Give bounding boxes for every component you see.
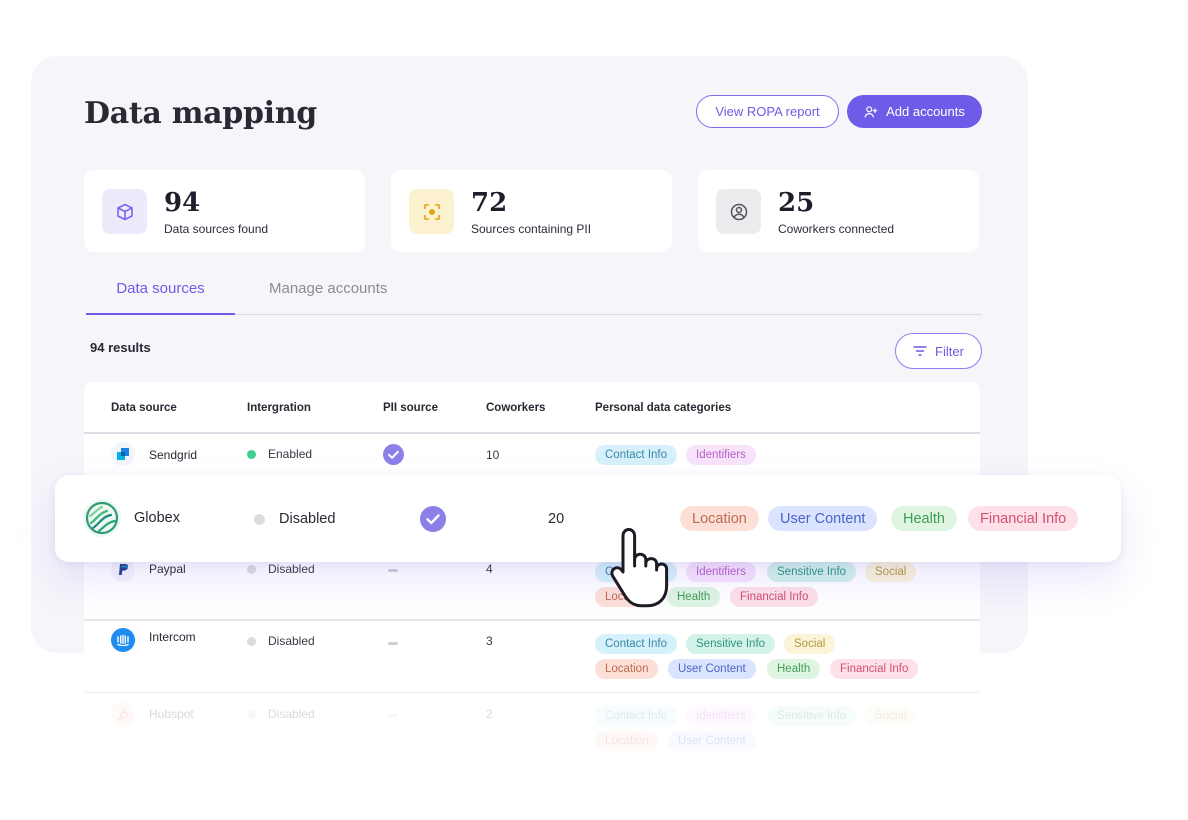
add-accounts-label: Add accounts <box>886 104 965 119</box>
cube-icon <box>102 189 147 234</box>
category-tag: Location <box>680 506 759 531</box>
filter-icon <box>913 346 927 356</box>
column-header-coworkers[interactable]: Coworkers <box>486 402 546 414</box>
category-tag: Sensitive Info <box>767 562 857 582</box>
category-tag: Sensitive Info <box>767 706 857 726</box>
row-integration: Disabled <box>247 634 315 648</box>
integration-status: Disabled <box>268 634 315 648</box>
row-coworkers: 20 <box>548 511 565 527</box>
integration-status: Enabled <box>268 447 313 461</box>
highlighted-row-globex[interactable]: Globex Disabled 20 Location User Content… <box>55 475 1121 562</box>
category-tag: Financial Info <box>730 587 819 607</box>
results-count: 94 results <box>90 340 151 355</box>
category-tag: Identifiers <box>686 445 756 465</box>
stat-label: Coworkers connected <box>778 222 895 236</box>
sendgrid-logo-icon <box>111 442 135 466</box>
tab-manage-accounts[interactable]: Manage accounts <box>269 280 388 297</box>
table-row-faded[interactable]: Hubspot Disabled 2 Contact Info Identifi… <box>84 697 980 757</box>
row-coworkers: 2 <box>486 707 493 721</box>
status-dot <box>254 513 265 525</box>
filter-button[interactable]: Filter <box>895 333 982 369</box>
category-tag: Identifiers <box>686 562 756 582</box>
category-tag: User Content <box>668 659 756 679</box>
category-tag: Social <box>865 562 917 582</box>
category-tag: Health <box>767 659 821 679</box>
category-tag: Location <box>595 731 659 751</box>
row-integration: Enabled <box>247 447 312 461</box>
stat-card-pii: 72 Sources containing PII <box>391 170 672 252</box>
row-coworkers: 3 <box>486 634 493 648</box>
stat-value: 94 <box>164 188 201 218</box>
row-integration: Disabled <box>254 511 335 527</box>
category-tag: Contact Info <box>595 445 678 465</box>
scan-focus-icon <box>409 189 454 234</box>
category-tag: Sensitive Info <box>686 634 776 654</box>
row-source-name: Sendgrid <box>149 448 198 462</box>
row-coworkers: 4 <box>486 562 493 576</box>
stat-card-data-sources: 94 Data sources found <box>84 170 365 252</box>
active-tab-indicator <box>86 313 235 315</box>
row-coworkers: 10 <box>486 448 500 462</box>
stat-card-coworkers: 25 Coworkers connected <box>698 170 979 252</box>
tabs-divider <box>86 314 982 315</box>
user-circle-icon <box>716 189 761 234</box>
row-integration: Disabled <box>247 562 315 576</box>
page-title: Data mapping <box>84 96 317 131</box>
no-pii-dash <box>388 642 398 645</box>
category-tag: Social <box>784 634 836 654</box>
row-source-name: Intercom <box>149 630 196 644</box>
add-accounts-button[interactable]: Add accounts <box>847 95 982 128</box>
row-divider <box>84 619 980 621</box>
status-dot <box>247 709 256 719</box>
status-dot <box>247 564 256 574</box>
integration-status: Disabled <box>279 511 336 527</box>
category-tag: User Content <box>668 731 756 751</box>
no-pii-dash <box>388 569 398 572</box>
category-tag: Health <box>891 506 957 531</box>
column-header-pii-source[interactable]: PII source <box>383 402 438 414</box>
row-integration: Disabled <box>247 707 315 721</box>
row-divider <box>84 692 980 693</box>
category-tag: Identifiers <box>686 706 756 726</box>
stat-label: Data sources found <box>164 222 269 236</box>
hand-pointer-cursor-icon <box>596 522 676 612</box>
category-tag: Location <box>595 659 659 679</box>
category-tag: Health <box>667 587 721 607</box>
status-dot <box>247 449 256 459</box>
no-pii-dash <box>388 714 398 717</box>
column-header-data-source[interactable]: Data source <box>111 402 177 414</box>
row-source-name: Globex <box>134 510 180 526</box>
status-dot <box>247 636 256 646</box>
row-source-name: Paypal <box>149 562 186 576</box>
paypal-logo-icon <box>111 558 135 582</box>
globex-logo-icon <box>83 499 121 537</box>
view-ropa-report-button[interactable]: View ROPA report <box>696 95 839 128</box>
integration-status: Disabled <box>268 707 315 721</box>
row-source-name: Hubspot <box>149 707 194 721</box>
header-divider <box>84 432 980 434</box>
check-circle-icon <box>420 506 446 537</box>
check-circle-icon <box>383 444 404 470</box>
category-tag: Financial Info <box>830 659 919 679</box>
category-tag: User Content <box>768 506 878 531</box>
filter-label: Filter <box>935 343 964 359</box>
column-header-integration[interactable]: Intergration <box>247 402 311 414</box>
add-user-icon <box>864 105 878 117</box>
tab-data-sources[interactable]: Data sources <box>116 280 205 297</box>
column-header-personal-data-categories[interactable]: Personal data categories <box>595 402 732 414</box>
stat-value: 25 <box>778 188 815 218</box>
stat-value: 72 <box>471 188 508 218</box>
hubspot-logo-icon <box>111 702 135 726</box>
category-tag: Financial Info <box>968 506 1079 531</box>
category-tag: Contact Info <box>595 706 678 726</box>
integration-status: Disabled <box>268 562 315 576</box>
intercom-logo-icon <box>111 628 135 652</box>
stat-label: Sources containing PII <box>471 222 592 236</box>
category-tag: Social <box>865 706 917 726</box>
category-tag: Contact Info <box>595 634 678 654</box>
